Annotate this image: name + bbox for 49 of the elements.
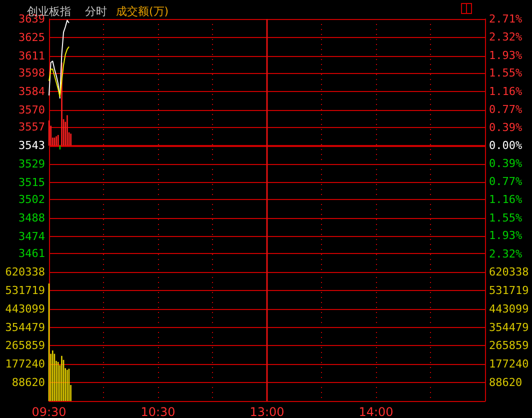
y-tick-label: 177240 [5,358,45,371]
y2-tick-label: 354479 [489,320,529,334]
text: 成交额(万) [116,5,169,18]
y2-tick-label: 443099 [489,302,529,316]
y-tick-label: 3529 [18,157,45,170]
y2-tick-label: 265859 [489,339,529,352]
y-tick-label: 443099 [5,302,45,316]
y-tick-label: 88620 [12,376,45,390]
y-tick-label: 265859 [5,339,45,352]
y-tick-label: 3625 [18,30,45,44]
y2-tick-label: 2.32% [489,30,522,44]
y-tick-label: 3502 [18,193,45,206]
y-tick-label: 3461 [18,247,45,260]
y2-tick-label: 1.55% [489,211,522,224]
y2-tick-label: 177240 [489,358,529,371]
y-tick-label: 3584 [18,84,46,98]
y2-tick-label: 0.39% [489,120,522,134]
y-tick-label: 3570 [18,103,45,116]
x-tick-label: 13:00 [250,405,284,418]
y-tick-label: 3488 [18,211,45,224]
y-tick-label: 3515 [18,176,45,189]
y2-tick-label: 0.00% [489,139,522,152]
y-tick-label: 3543 [18,139,45,152]
y-tick-label: 620338 [5,266,45,278]
y-tick-label: 354479 [5,320,45,334]
y2-tick-label: 88620 [489,376,522,390]
y2-tick-label: 1.93% [489,229,522,242]
y2-tick-label: 0.77% [489,103,522,116]
line-series [48,46,70,98]
y2-tick-label: 1.16% [489,84,522,98]
y-tick-label: 3611 [18,49,45,62]
x-tick-label: 14:00 [358,405,394,418]
x-tick-label: 10:30 [140,405,176,418]
y2-tick-label: 0.77% [489,174,522,188]
y2-tick-label: 531719 [489,284,529,297]
y-tick-label: 3598 [18,66,45,80]
y2-tick-label: 620338 [489,266,529,278]
y2-tick-label: 2.71% [489,12,522,26]
y2-tick-label: 0.39% [489,157,522,170]
y2-tick-label: 2.32% [489,247,522,260]
line-series [48,20,70,99]
x-tick-label: 09:30 [32,405,66,418]
y2-tick-label: 1.93% [489,48,522,62]
y-tick-label: 3474 [18,230,46,243]
y2-tick-label: 1.55% [489,66,522,80]
y2-tick-label: 1.16% [489,193,522,206]
y-tick-label: 3557 [18,120,45,134]
chart-subtitle: 分时 [85,5,107,18]
y-tick-label: 531719 [5,284,45,297]
